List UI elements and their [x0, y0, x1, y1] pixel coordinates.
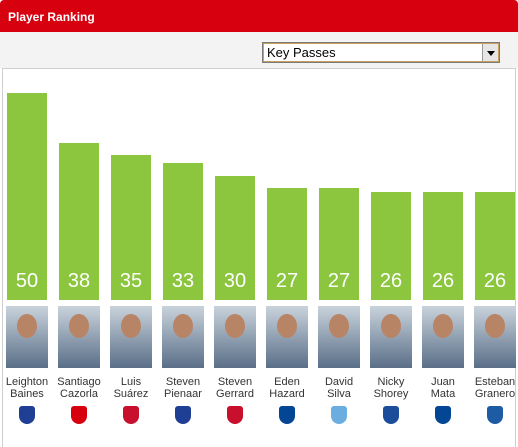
- face: [485, 314, 505, 338]
- player-name: Nicky Shorey: [373, 376, 409, 400]
- bar: [267, 188, 307, 300]
- player-photo: [266, 306, 308, 368]
- player-photo: [318, 306, 360, 368]
- player-name: David Silva: [324, 376, 354, 400]
- face: [381, 314, 401, 338]
- face: [173, 314, 193, 338]
- player-name: Leighton Baines: [5, 376, 49, 400]
- bar: [215, 175, 255, 300]
- club-crest: [71, 406, 87, 424]
- face: [277, 314, 297, 338]
- bar: [163, 163, 203, 300]
- club-crest: [227, 406, 243, 424]
- club-crest: [19, 406, 35, 424]
- face: [225, 314, 245, 338]
- bar: [59, 142, 99, 300]
- face: [329, 314, 349, 338]
- value-label: 26: [379, 270, 403, 292]
- header-title: Player Ranking: [8, 10, 95, 24]
- player-photo: [214, 306, 256, 368]
- value-label: 27: [275, 270, 299, 292]
- player-name: Santiago Cazorla: [57, 376, 101, 400]
- player-name: Luis Suárez: [113, 376, 149, 400]
- face: [433, 314, 453, 338]
- player-name: Esteban Granero: [474, 376, 516, 400]
- club-crest: [279, 406, 295, 424]
- face: [17, 314, 37, 338]
- value-label: 26: [431, 270, 455, 292]
- club-crest: [175, 406, 191, 424]
- face: [69, 314, 89, 338]
- bar: [319, 188, 359, 300]
- dropdown-arrow[interactable]: [482, 44, 498, 61]
- bar: [7, 93, 47, 300]
- header: Player Ranking: [0, 0, 518, 32]
- club-crest: [331, 406, 347, 424]
- player-photo: [162, 306, 204, 368]
- value-label: 38: [67, 270, 91, 292]
- value-label: 50: [15, 270, 39, 292]
- player-name: Eden Hazard: [269, 376, 305, 400]
- club-crest: [487, 406, 503, 424]
- player-photo: [474, 306, 516, 368]
- value-label: 27: [327, 270, 351, 292]
- player-name: Juan Mata: [430, 376, 456, 400]
- bar: [111, 155, 151, 300]
- value-label: 35: [119, 270, 143, 292]
- player-name: Steven Gerrard: [216, 376, 254, 400]
- player-photo: [58, 306, 100, 368]
- player-photo: [422, 306, 464, 368]
- club-crest: [123, 406, 139, 424]
- value-label: 30: [223, 270, 247, 292]
- player-photo: [6, 306, 48, 368]
- player-name: Steven Pienaar: [164, 376, 202, 400]
- bar: [475, 192, 515, 300]
- chart-area: [2, 68, 516, 447]
- player-photo: [370, 306, 412, 368]
- club-crest: [435, 406, 451, 424]
- bar: [423, 192, 463, 300]
- value-label: 33: [171, 270, 195, 292]
- bar: [371, 192, 411, 300]
- metric-dropdown[interactable]: Key Passes: [262, 42, 500, 63]
- value-label: 26: [483, 270, 507, 292]
- face: [121, 314, 141, 338]
- club-crest: [383, 406, 399, 424]
- dropdown-value: Key Passes: [267, 45, 336, 60]
- player-photo: [110, 306, 152, 368]
